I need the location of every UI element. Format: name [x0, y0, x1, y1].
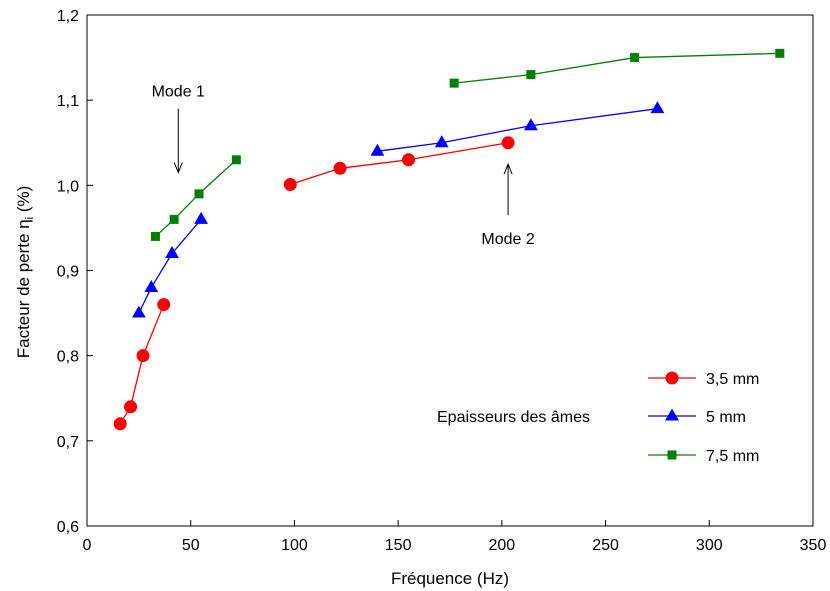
legend-label-3-5-mm: 3,5 mm [706, 371, 759, 388]
y-tick-label: 0,9 [57, 264, 79, 281]
data-point-3-5-mm [157, 298, 171, 312]
x-tick-label: 150 [385, 537, 412, 554]
data-point-5-mm [434, 135, 449, 148]
x-axis-ticks: 0 50 100 150 200 250 300 350 [83, 520, 827, 554]
series-line-5-mm [377, 108, 658, 152]
y-axis-title: Facteur de perte ηi (%) [14, 186, 36, 359]
mode1-arrow-head [173, 162, 183, 174]
data-point-3-5-mm [113, 417, 127, 431]
data-point-3-5-mm [136, 349, 150, 363]
legend-marker-5-mm [665, 408, 679, 421]
series-markers [113, 48, 785, 431]
y-tick-label: 0,8 [57, 349, 79, 366]
mode2-label: Mode 2 [481, 231, 534, 248]
data-point-5-mm [194, 211, 209, 224]
data-point-7-5-mm [775, 48, 785, 58]
y-tick-label: 1,2 [57, 8, 79, 25]
y-axis-title-main: Facteur de perte η [14, 219, 33, 358]
data-point-5-mm [131, 305, 146, 318]
y-axis-title-unit: (%) [14, 186, 33, 217]
series-line-5-mm [138, 218, 202, 314]
y-tick-label: 1,1 [57, 93, 79, 110]
series-line-7-5-mm [454, 52, 780, 84]
x-tick-label: 250 [592, 537, 619, 554]
data-point-5-mm [523, 118, 538, 131]
data-point-3-5-mm [283, 177, 297, 191]
data-point-5-mm [144, 280, 159, 293]
series-lines [119, 52, 780, 425]
legend-label-7-5-mm: 7,5 mm [706, 448, 759, 465]
legend-marker-7-5-mm [667, 450, 677, 460]
x-tick-label: 100 [281, 537, 308, 554]
data-point-3-5-mm [124, 400, 138, 414]
y-tick-label: 0,6 [57, 519, 79, 536]
y-axis-ticks: 0,6 0,7 0,8 0,9 1,0 1,1 1,2 [57, 8, 93, 536]
y-tick-label: 1,0 [57, 178, 79, 195]
annotations: Mode 1 Mode 2 [152, 84, 535, 248]
legend: 3,5 mm 5 mm 7,5 mm Epaisseurs des âmes [437, 371, 759, 465]
legend-marker-3-5-mm [665, 371, 679, 385]
data-point-7-5-mm [526, 70, 536, 80]
x-tick-label: 350 [800, 537, 827, 554]
x-tick-label: 200 [489, 537, 516, 554]
mode2-arrow-head [503, 162, 513, 175]
legend-label-5-mm: 5 mm [706, 409, 746, 426]
series-line-7-5-mm [155, 159, 237, 237]
x-tick-label: 0 [83, 537, 92, 554]
data-point-5-mm [650, 101, 665, 114]
data-point-7-5-mm [630, 53, 640, 63]
data-point-7-5-mm [194, 189, 204, 199]
data-point-3-5-mm [333, 161, 347, 175]
x-tick-label: 300 [696, 537, 723, 554]
data-point-7-5-mm [169, 214, 179, 224]
data-point-3-5-mm [402, 153, 416, 167]
legend-title: Epaisseurs des âmes [437, 409, 590, 426]
data-point-5-mm [370, 143, 385, 156]
data-point-7-5-mm [449, 78, 459, 88]
data-point-5-mm [165, 245, 179, 258]
data-point-7-5-mm [150, 231, 160, 241]
data-point-3-5-mm [501, 136, 515, 150]
y-axis-title-subscript: i [24, 217, 36, 219]
series-line-3-5-mm [119, 304, 165, 425]
mode1-label: Mode 1 [152, 84, 205, 101]
x-axis-title: Fréquence (Hz) [391, 569, 509, 588]
y-tick-label: 0,7 [57, 434, 79, 451]
data-point-7-5-mm [231, 155, 241, 165]
series-line-3-5-mm [290, 142, 509, 186]
x-tick-label: 50 [182, 537, 200, 554]
